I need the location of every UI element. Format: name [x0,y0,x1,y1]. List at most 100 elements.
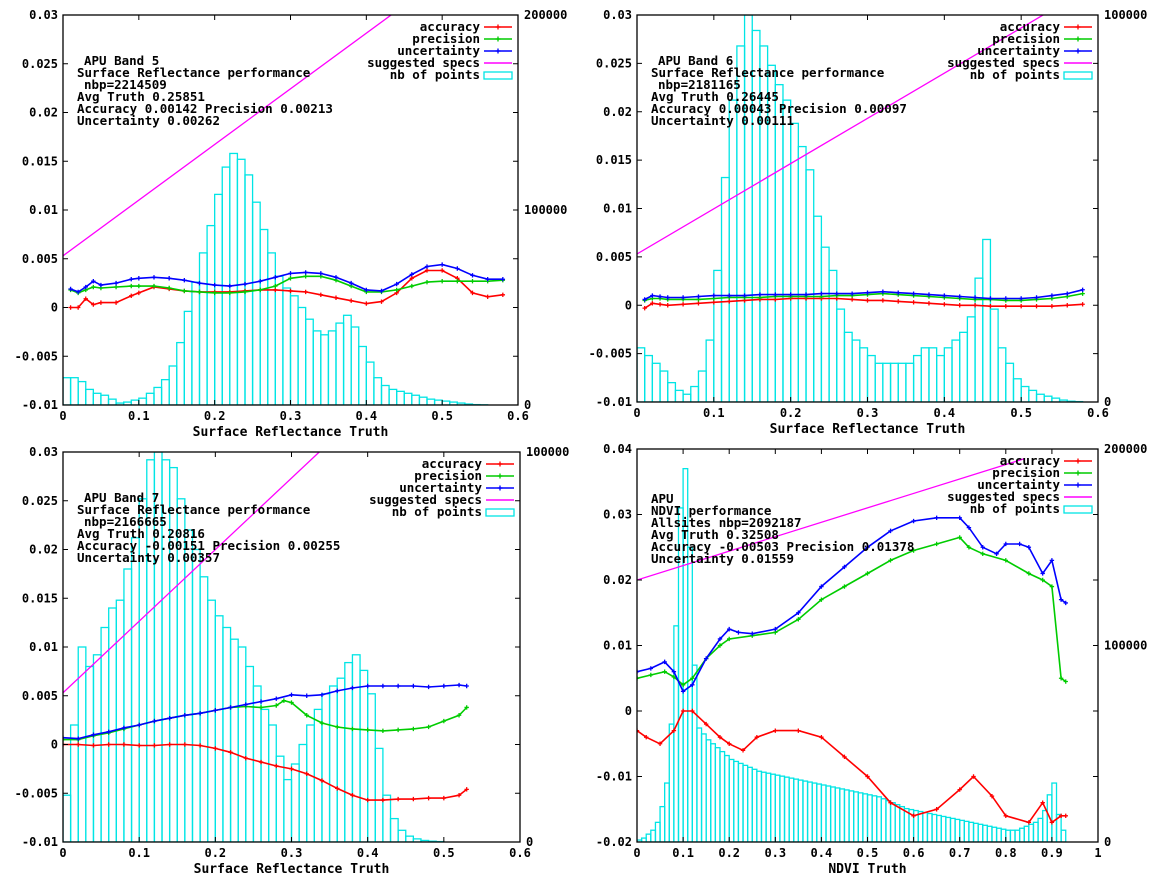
y-tick-label: 0.04 [603,442,632,456]
histogram-bar [637,348,645,402]
uncertainty-point [819,291,823,295]
histogram-bar [812,783,817,842]
uncertainty-point [442,684,446,688]
histogram-bar [921,348,929,402]
accuracy-point [426,796,430,800]
histogram-bar [246,667,254,843]
precision-point [365,728,369,732]
y-tick-label: -0.01 [596,395,632,409]
histogram-bar [803,781,808,842]
histogram-bar [729,759,734,842]
histogram-bar [435,400,443,405]
y-tick-label: -0.005 [589,347,632,361]
histogram-bar [1044,396,1052,402]
uncertainty-point [911,519,915,523]
accuracy-point [1064,814,1068,818]
histogram-bar [63,378,71,405]
precision-point [426,725,430,729]
uncertainty-point [305,694,309,698]
accuracy-point [137,291,141,295]
y-tick-label: 0.03 [603,8,632,22]
uncertainty-point [137,276,141,280]
accuracy-point [91,743,95,747]
histogram-bar [983,239,991,402]
accuracy-point [411,797,415,801]
y2-tick-label: 100000 [1104,8,1147,22]
accuracy-point [485,295,489,299]
legend-marker [1076,37,1081,42]
histogram-bar [1033,822,1038,842]
precision-point [114,285,118,289]
x-tick-label: 0.1 [672,846,694,860]
histogram-bar [336,323,344,405]
accuracy-point [911,300,915,304]
accuracy-point [501,293,505,297]
histogram-bar [883,363,891,402]
histogram-bar [794,779,799,842]
histogram-bar [729,100,737,402]
histogram-bar [382,386,390,406]
legend-marker [1076,25,1081,30]
histogram-bar [177,343,185,405]
histogram-bar [283,288,291,405]
histogram-bar [1013,379,1021,402]
y-tick-label: 0.025 [22,57,58,71]
histogram-bar [868,795,873,842]
histogram-bar [706,740,711,842]
histogram-bar [330,686,338,842]
uncertainty-point [334,275,338,279]
accuracy-point [76,742,80,746]
histogram-bar [427,399,435,405]
histogram-bar [131,400,139,405]
y-tick-label: 0.01 [603,202,632,216]
histogram-bar [960,820,965,842]
legend-marker [496,37,501,42]
histogram-bar [1052,783,1057,842]
histogram-bar [1010,830,1015,842]
histogram-bar [900,807,905,842]
legend-label: nb of points [970,501,1060,516]
accuracy-point [68,305,72,309]
histogram-bar [359,347,367,406]
y-tick-label: 0.005 [596,250,632,264]
uncertainty-point [182,278,186,282]
histogram-bar [275,276,283,405]
histogram-bar [927,814,932,842]
histogram-bar [752,30,760,402]
y-tick-label: -0.005 [15,349,58,363]
uncertainty-point [152,275,156,279]
precision-point [1080,291,1084,295]
histogram-bar [101,395,109,405]
histogram-bar [780,776,785,842]
x-tick-label: 0.6 [903,846,925,860]
histogram-bar [674,626,679,842]
annotation-line: Uncertainty 0.00357 [77,550,220,565]
histogram-bar [992,827,997,842]
histogram-bar [207,226,215,405]
histogram-bar [86,389,94,405]
histogram-bar [840,789,845,842]
y2-tick-label: 200000 [1104,442,1147,456]
accuracy-point [274,764,278,768]
histogram-bar [990,309,998,402]
histogram-bar [93,393,101,405]
x-tick-label: 0.7 [949,846,971,860]
histogram-bar [918,812,923,842]
precision-point [258,288,262,292]
legend-marker [496,25,501,30]
histogram-bar [875,363,883,402]
histogram-bar [215,194,223,405]
histogram-bar [146,393,154,405]
histogram-bar [368,694,376,842]
y-tick-label: 0.02 [603,105,632,119]
histogram-bar [184,311,192,405]
histogram-bar [831,787,836,842]
histogram-bar [651,830,656,842]
uncertainty-point [259,699,263,703]
histogram-bar [154,387,162,405]
accuracy-point [1050,304,1054,308]
